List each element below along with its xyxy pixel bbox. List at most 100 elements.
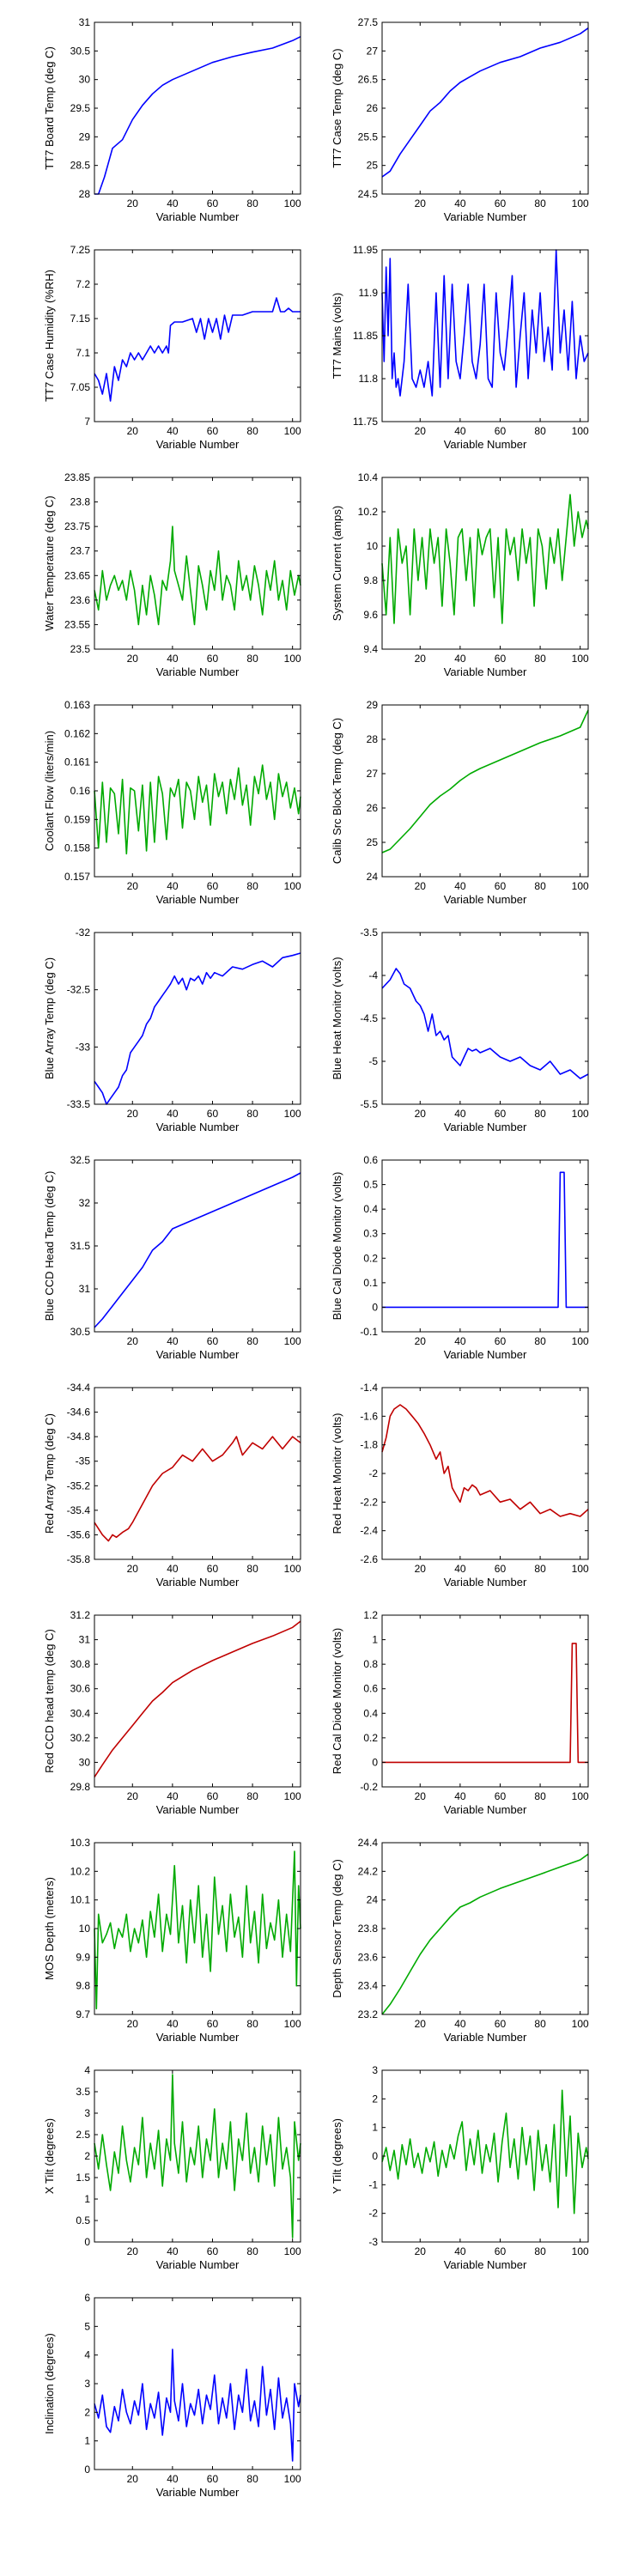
- x-tick-label: 20: [415, 1108, 427, 1120]
- x-tick-label: 20: [127, 197, 139, 210]
- y-tick-label: 10: [367, 540, 379, 552]
- series-line: [94, 2074, 301, 2239]
- x-tick-label: 20: [127, 425, 139, 437]
- x-axis-label: Variable Number: [156, 2031, 240, 2044]
- plot-frame: [94, 1159, 301, 1333]
- chart-panel: 20 40 60 80 100 0 1 2 3 4 5 6 Variable Number Inclina…: [43, 2292, 301, 2499]
- y-tick-label: 23.65: [64, 569, 90, 581]
- x-tick-label: 100: [572, 880, 589, 892]
- y-tick-label: 30.5: [70, 1326, 91, 1338]
- x-tick-label: 80: [246, 1790, 258, 1802]
- y-tick-label: 29: [367, 699, 379, 711]
- x-tick-label: 40: [167, 1335, 179, 1347]
- y-tick-label: -0.2: [360, 1781, 378, 1793]
- y-tick-label: 1: [372, 2122, 378, 2134]
- chart-panel: 20 40 60 80 100 -5.5 -5 -4.5 -4 -3.5 Variable Numb…: [331, 927, 589, 1133]
- x-tick-label: 60: [495, 197, 507, 210]
- y-tick-label: 29.5: [70, 102, 91, 114]
- y-tick-label: 24: [367, 1894, 379, 1906]
- chart-panel: 20 40 60 80 100 0 0.5 1 1.5 2 2.5 3 3.5 4 Variable Num…: [43, 2064, 301, 2271]
- x-tick-label: 40: [167, 1563, 179, 1575]
- x-tick-label: 80: [534, 880, 546, 892]
- x-tick-label: 100: [284, 2245, 301, 2257]
- x-tick-label: 80: [534, 1563, 546, 1575]
- x-tick-label: 60: [207, 2245, 219, 2257]
- plot-frame: [94, 1387, 301, 1560]
- x-tick-label: 80: [246, 2018, 258, 2030]
- plot-frame: [94, 2297, 301, 2470]
- y-tick-label: 10.3: [70, 1837, 91, 1849]
- y-tick-label: 23.55: [64, 618, 90, 630]
- chart-panel: 20 40 60 80 100 24 25 26 27 28 29 Variable Number Ca…: [331, 699, 589, 906]
- y-tick-label: 32: [79, 1197, 91, 1209]
- x-tick-label: 100: [284, 653, 301, 665]
- x-axis-label: Variable Number: [444, 1803, 527, 1816]
- plot-frame: [94, 1614, 301, 1788]
- y-axis-label: Red Array Temp (deg C): [43, 1413, 56, 1534]
- y-tick-label: 3.5: [76, 2086, 90, 2098]
- chart-panel: 20 40 60 80 100 11.75 11.8 11.85 11.9 11.95 Variab…: [331, 244, 589, 451]
- y-tick-label: 31: [79, 1283, 91, 1295]
- y-tick-label: 0: [372, 2150, 378, 2162]
- x-tick-label: 60: [207, 2018, 219, 2030]
- x-tick-label: 60: [207, 197, 219, 210]
- y-tick-label: 0.6: [363, 1683, 378, 1695]
- y-tick-label: 30.2: [70, 1732, 91, 1744]
- x-axis-label: Variable Number: [156, 2486, 240, 2499]
- x-tick-label: 100: [284, 425, 301, 437]
- y-tick-label: 9.9: [76, 1951, 90, 1963]
- y-tick-label: 23.4: [358, 1980, 379, 1992]
- y-tick-label: 0: [84, 2236, 90, 2248]
- y-axis-label: TT7 Mains (volts): [331, 293, 343, 379]
- x-tick-label: 100: [572, 1563, 589, 1575]
- x-axis-label: Variable Number: [444, 2258, 527, 2271]
- series-line: [94, 1620, 301, 1778]
- y-tick-label: 27: [367, 45, 379, 57]
- y-tick-label: 7.25: [70, 244, 91, 256]
- series-line: [381, 968, 589, 1079]
- y-tick-label: 11.85: [353, 330, 378, 342]
- x-tick-label: 100: [284, 1790, 301, 1802]
- plot-frame: [381, 1159, 589, 1333]
- x-tick-label: 60: [207, 880, 219, 892]
- x-tick-label: 60: [207, 2473, 219, 2485]
- y-tick-label: -35.2: [67, 1479, 91, 1492]
- x-tick-label: 40: [454, 1563, 466, 1575]
- plot-frame: [94, 477, 301, 650]
- y-axis-label: Red Heat Monitor (volts): [331, 1413, 343, 1534]
- chart-panel: 20 40 60 80 100 -35.8 -35.6 -35.4 -35.2 -35 -34.8 -…: [43, 1382, 301, 1589]
- y-axis-label: Blue Heat Monitor (volts): [331, 957, 343, 1079]
- y-tick-label: 0: [84, 2464, 90, 2476]
- y-tick-label: 3: [84, 2107, 90, 2119]
- y-tick-label: 9.8: [76, 1980, 90, 1992]
- x-tick-label: 20: [415, 880, 427, 892]
- chart-panel: 20 40 60 80 100 9.4 9.6 9.8 10 10.2 10.4 Variable N…: [331, 471, 589, 678]
- y-tick-label: 24.2: [358, 1865, 379, 1877]
- y-axis-label: Red Cal Diode Monitor (volts): [331, 1628, 343, 1775]
- x-tick-label: 100: [572, 1108, 589, 1120]
- x-tick-label: 60: [207, 1108, 219, 1120]
- y-tick-label: 0.161: [64, 756, 90, 769]
- x-tick-label: 60: [495, 2018, 507, 2030]
- x-tick-label: 60: [207, 1790, 219, 1802]
- series-line: [94, 2348, 301, 2462]
- x-tick-label: 20: [127, 2473, 139, 2485]
- y-tick-label: 1: [84, 2435, 90, 2447]
- x-tick-label: 100: [572, 1335, 589, 1347]
- y-tick-label: -5.5: [360, 1098, 378, 1110]
- x-tick-label: 80: [534, 425, 546, 437]
- y-tick-label: 1: [84, 2193, 90, 2205]
- x-tick-label: 40: [167, 2473, 179, 2485]
- x-axis-label: Variable Number: [444, 1348, 527, 1361]
- x-tick-label: 20: [415, 1563, 427, 1575]
- x-axis-label: Variable Number: [156, 1803, 240, 1816]
- y-axis-label: TT7 Board Temp (deg C): [43, 46, 56, 170]
- y-tick-label: 2: [84, 2150, 90, 2162]
- x-tick-label: 60: [495, 2245, 507, 2257]
- chart-panel: 20 40 60 80 100 23.5 23.55 23.6 23.65 23.7 23.75 23…: [43, 471, 301, 678]
- x-tick-label: 40: [454, 425, 466, 437]
- x-tick-label: 40: [454, 2018, 466, 2030]
- y-tick-label: -1.6: [360, 1410, 378, 1422]
- y-tick-label: 0.5: [76, 2215, 90, 2227]
- x-tick-label: 40: [454, 1108, 466, 1120]
